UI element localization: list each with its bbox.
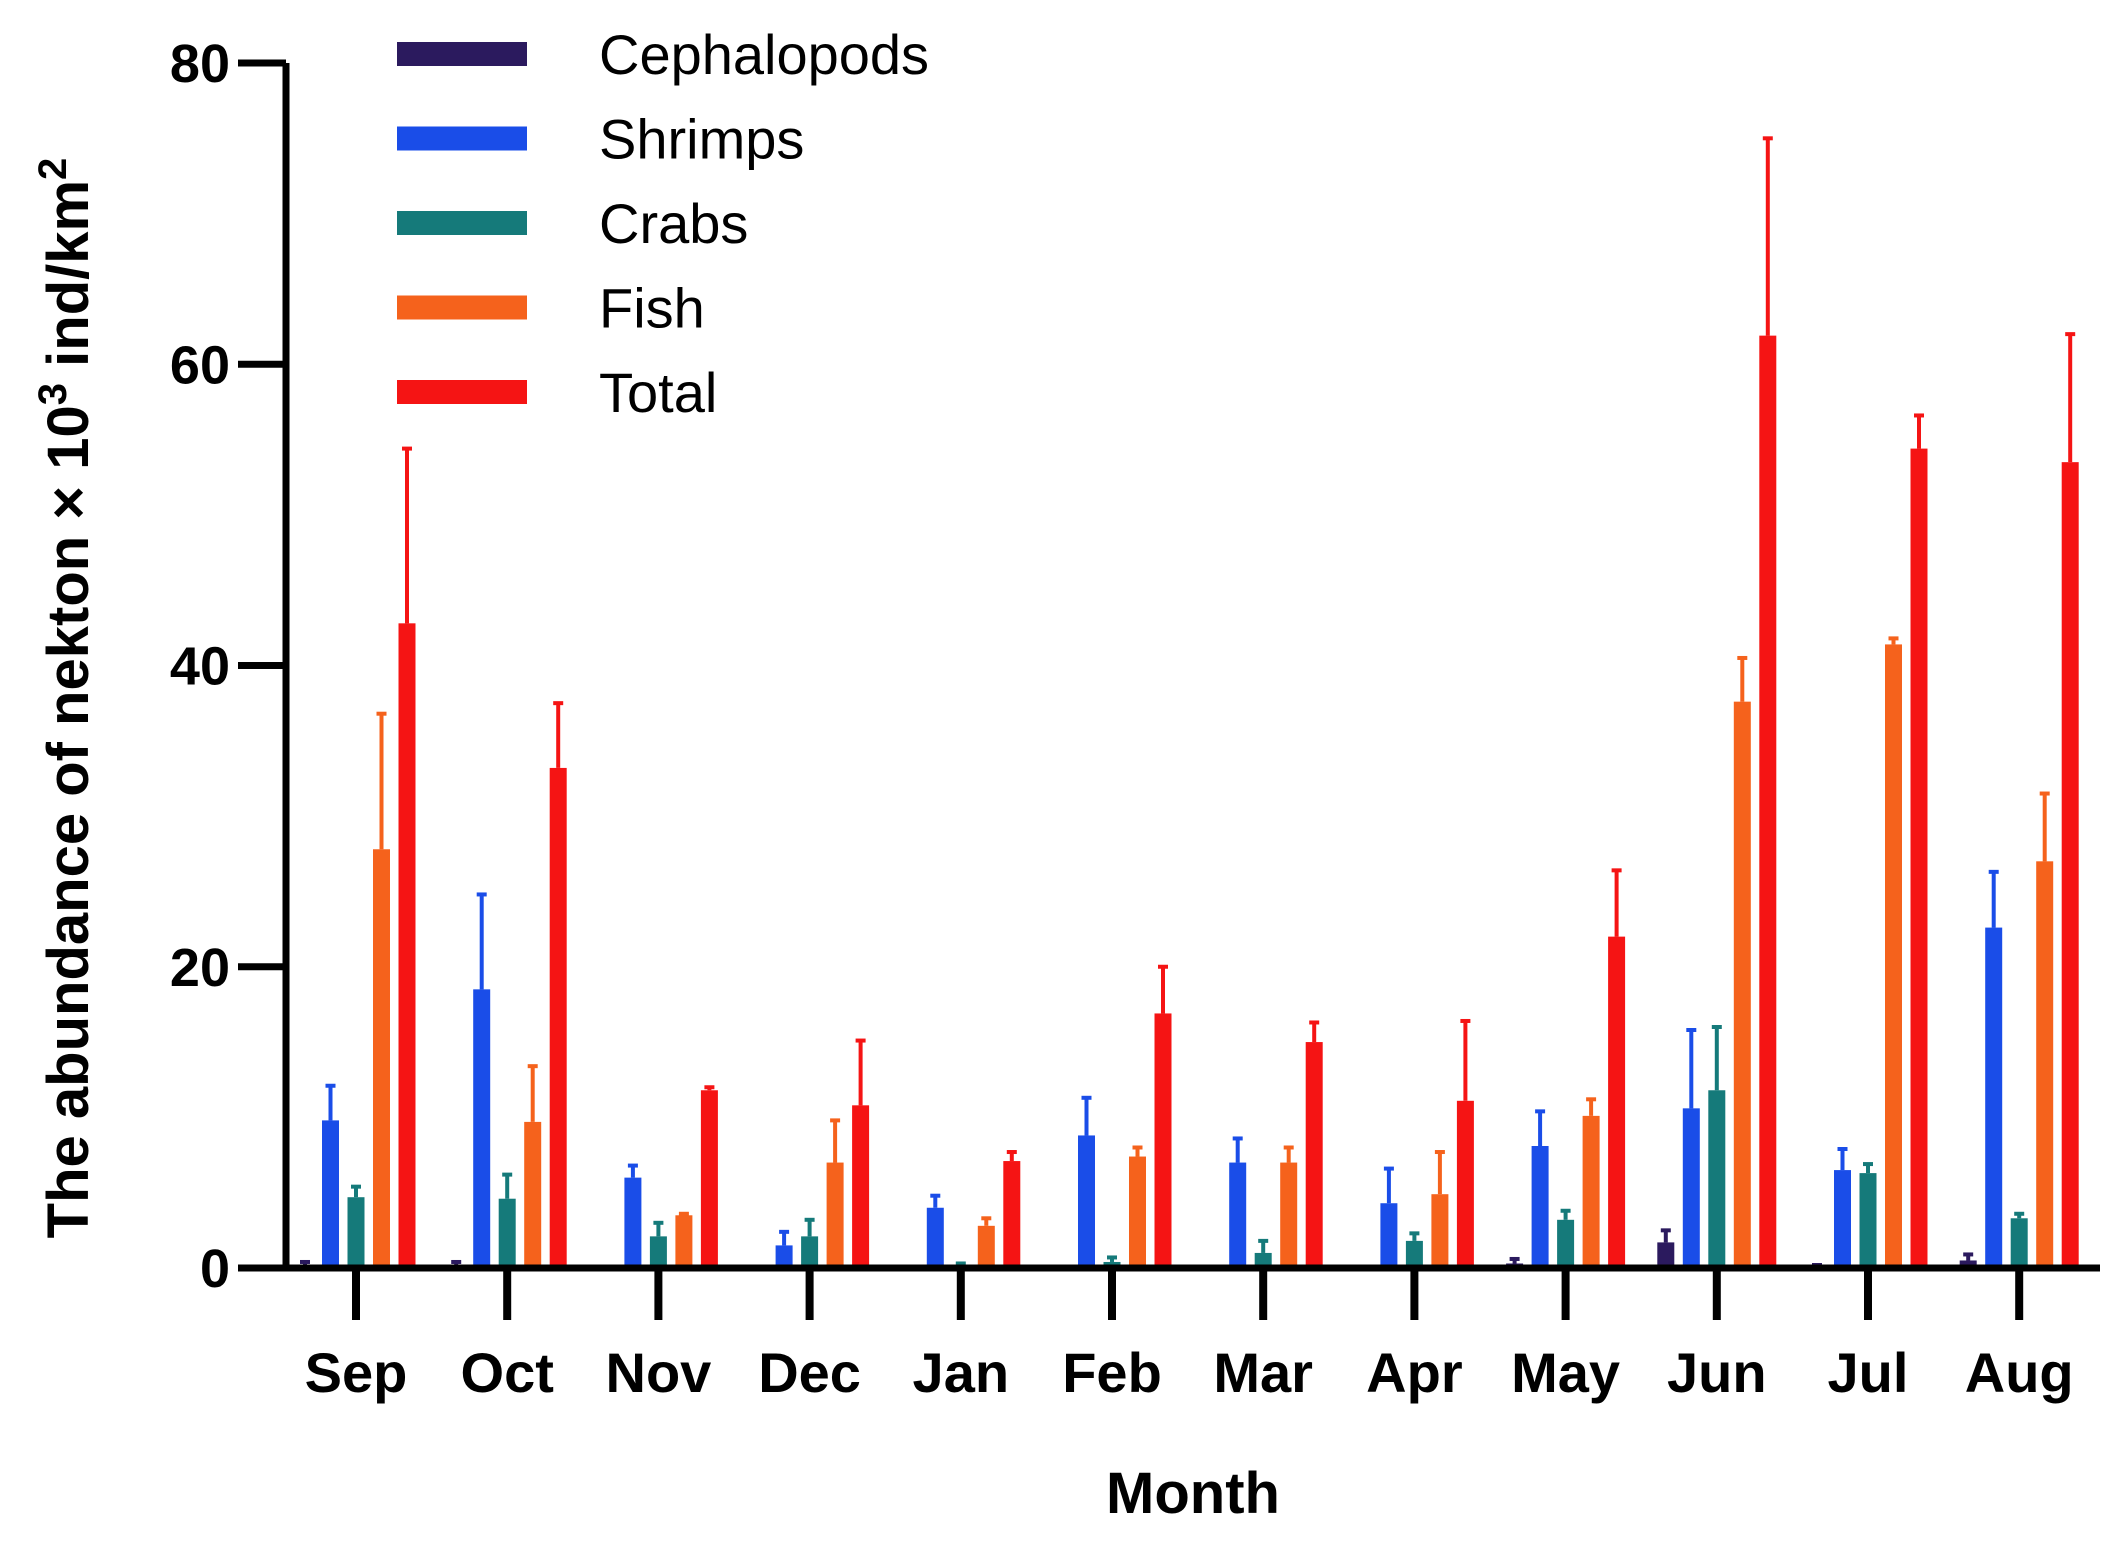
bar [2036, 861, 2054, 1268]
series-crabs [347, 1025, 2028, 1268]
bar [1380, 1203, 1398, 1268]
bar [700, 1090, 718, 1268]
bar [1657, 1242, 1675, 1268]
bar [1959, 1260, 1977, 1268]
y-tick-label: 60 [170, 335, 230, 395]
x-tick-label: Aug [1965, 1341, 2074, 1404]
x-tick-label: Jun [1667, 1341, 1767, 1404]
bar [2061, 462, 2079, 1268]
bar [977, 1225, 995, 1268]
bar [1129, 1156, 1146, 1268]
bar [1078, 1135, 1095, 1268]
bar [1759, 335, 1777, 1269]
bar [549, 767, 567, 1268]
bar [926, 1207, 944, 1268]
bar [1405, 1240, 1423, 1268]
bar [373, 849, 390, 1268]
legend: Cephalopods Shrimps Crabs Fish Total [397, 23, 929, 424]
bar [1582, 1115, 1600, 1268]
y-tick-label: 0 [200, 1239, 230, 1299]
legend-label: Cephalopods [599, 23, 929, 86]
bar [1834, 1170, 1851, 1268]
bar [1885, 644, 1902, 1268]
bar [1557, 1219, 1575, 1268]
series-fish [373, 636, 2054, 1268]
x-tick-label: Jul [1828, 1341, 1909, 1404]
y-axis-title: The abundance of nekton × 103 ind/km2 [31, 158, 101, 1239]
bar [1305, 1042, 1323, 1268]
bar [1708, 1090, 1726, 1268]
legend-swatch-total [397, 380, 527, 404]
x-tick-label: Dec [758, 1341, 861, 1404]
x-tick-label: Jan [913, 1341, 1010, 1404]
bar [1910, 448, 1928, 1269]
x-axis-title: Month [1106, 1461, 1280, 1526]
series-shrimps [322, 869, 2003, 1268]
bar [826, 1162, 844, 1268]
legend-label: Crabs [599, 192, 748, 255]
x-tick-label: Sep [305, 1341, 408, 1404]
bar [801, 1236, 819, 1268]
bar [1608, 936, 1626, 1268]
bar [852, 1105, 870, 1268]
legend-label: Total [599, 361, 717, 424]
bar [1154, 1013, 1172, 1268]
bar [649, 1236, 667, 1268]
y-axis-title-prefix: The abundance of nekton × 10 [36, 405, 101, 1238]
y-axis-title-unit-exp: 2 [31, 158, 75, 180]
x-tick-label: May [1511, 1341, 1620, 1404]
bar [2010, 1218, 2028, 1268]
y-axis-title-unit: ind/km [36, 180, 101, 383]
bar [775, 1245, 793, 1268]
bar [524, 1121, 542, 1268]
x-tick-label: Feb [1062, 1341, 1162, 1404]
bar [1531, 1145, 1549, 1268]
y-tick-label: 40 [170, 637, 230, 697]
series-total [398, 136, 2079, 1269]
bar [1280, 1162, 1298, 1268]
bar [1431, 1194, 1449, 1268]
legend-swatch-fish [397, 295, 527, 320]
x-tick-label: Mar [1213, 1341, 1313, 1404]
bar-series-group [296, 136, 2079, 1269]
bar [347, 1197, 365, 1268]
bar [1254, 1252, 1272, 1268]
bar [498, 1198, 516, 1268]
bar [1003, 1161, 1021, 1268]
y-axis-title-exp: 3 [31, 383, 75, 405]
bar [1229, 1162, 1247, 1268]
x-tick-label: Apr [1366, 1341, 1462, 1404]
legend-swatch-crabs [397, 211, 527, 235]
bar [473, 989, 491, 1268]
bar [1456, 1100, 1474, 1268]
bar [322, 1120, 339, 1268]
bar [1682, 1108, 1700, 1268]
y-axis: 0 20 40 60 80 [170, 34, 290, 1299]
x-tick-label: Oct [461, 1341, 554, 1404]
legend-label: Fish [599, 277, 705, 340]
legend-swatch-cephalopods [397, 42, 527, 66]
legend-label: Shrimps [599, 108, 804, 171]
x-axis: Sep Oct Nov Dec Jan Feb Mar Apr May Jun Jul Aug [238, 1264, 2100, 1404]
bar [624, 1177, 642, 1268]
bar [1985, 927, 2003, 1268]
bar [398, 623, 416, 1268]
y-tick-label: 20 [170, 938, 230, 998]
bar [675, 1215, 693, 1268]
y-tick-label: 80 [170, 34, 230, 94]
bar [1859, 1173, 1877, 1268]
x-tick-label: Nov [606, 1341, 712, 1404]
legend-swatch-shrimps [397, 126, 527, 151]
bar [1733, 701, 1751, 1268]
